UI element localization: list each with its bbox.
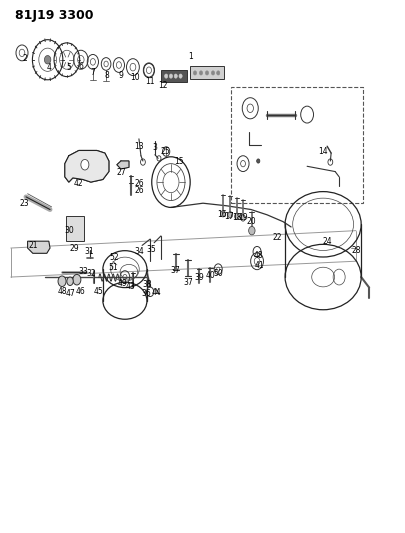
Circle shape — [193, 71, 196, 75]
Circle shape — [234, 213, 239, 220]
Text: 33: 33 — [79, 267, 88, 276]
Polygon shape — [117, 161, 129, 169]
Text: 81J19 3300: 81J19 3300 — [15, 10, 93, 22]
Text: 49: 49 — [117, 279, 127, 288]
Circle shape — [67, 277, 73, 286]
Text: 48: 48 — [253, 252, 262, 261]
Circle shape — [44, 55, 51, 64]
Text: 29: 29 — [69, 244, 79, 253]
Bar — [66, 216, 84, 241]
Circle shape — [72, 274, 81, 285]
Text: 36: 36 — [141, 289, 151, 298]
Text: 46: 46 — [76, 287, 85, 296]
Circle shape — [81, 159, 89, 170]
Polygon shape — [65, 150, 109, 182]
Text: 20: 20 — [246, 217, 255, 226]
Text: 47: 47 — [66, 289, 76, 298]
Text: 6: 6 — [78, 62, 83, 70]
Circle shape — [174, 74, 177, 78]
Text: 17: 17 — [224, 212, 233, 221]
Circle shape — [248, 227, 254, 235]
Text: 41: 41 — [254, 261, 263, 270]
Text: 14: 14 — [318, 147, 327, 156]
Circle shape — [199, 71, 202, 75]
Text: 9: 9 — [118, 71, 123, 80]
Text: 11: 11 — [145, 77, 155, 86]
Circle shape — [216, 71, 219, 75]
Text: 16: 16 — [217, 211, 226, 219]
Text: 45: 45 — [94, 287, 104, 296]
Text: 21: 21 — [28, 241, 38, 250]
Bar — [190, 66, 224, 79]
Text: 31: 31 — [84, 247, 94, 256]
Text: 23: 23 — [20, 199, 30, 208]
Text: 35: 35 — [147, 245, 156, 254]
Circle shape — [169, 74, 172, 78]
Text: 5: 5 — [66, 62, 71, 71]
Text: 32: 32 — [87, 269, 96, 278]
Polygon shape — [28, 241, 50, 253]
Bar — [160, 70, 187, 82]
Text: 12: 12 — [158, 81, 167, 90]
Text: 50: 50 — [213, 269, 222, 278]
Text: 15: 15 — [174, 157, 183, 166]
Text: 10: 10 — [130, 73, 139, 82]
Text: 39: 39 — [194, 272, 203, 281]
Text: 26: 26 — [134, 185, 144, 195]
Text: 19: 19 — [238, 214, 247, 222]
Text: 51: 51 — [108, 263, 117, 272]
Text: 38: 38 — [142, 280, 151, 289]
Text: 44: 44 — [152, 288, 162, 297]
Text: 34: 34 — [134, 247, 143, 256]
Circle shape — [164, 74, 167, 78]
Text: 3: 3 — [152, 143, 157, 152]
Text: 24: 24 — [322, 237, 331, 246]
Circle shape — [179, 74, 182, 78]
Circle shape — [211, 71, 214, 75]
Text: 4: 4 — [46, 62, 51, 71]
Text: 2: 2 — [22, 54, 27, 63]
Text: 18: 18 — [232, 213, 241, 222]
Text: 28: 28 — [350, 246, 360, 255]
Text: 27: 27 — [116, 168, 126, 177]
Text: 8: 8 — [104, 71, 109, 80]
Circle shape — [58, 276, 66, 287]
Text: 25: 25 — [160, 147, 169, 156]
Text: 37: 37 — [171, 266, 180, 275]
Text: 30: 30 — [64, 226, 74, 235]
Circle shape — [205, 71, 208, 75]
Text: 13: 13 — [134, 142, 143, 151]
Text: 1: 1 — [188, 52, 193, 61]
Text: 42: 42 — [74, 179, 83, 188]
Bar — [230, 87, 362, 203]
Circle shape — [240, 215, 245, 221]
Circle shape — [220, 211, 225, 217]
Text: 52: 52 — [109, 253, 119, 262]
Text: 43: 43 — [126, 282, 135, 291]
Text: 7: 7 — [90, 68, 95, 77]
Text: 40: 40 — [205, 271, 215, 280]
Text: 22: 22 — [272, 233, 281, 242]
Circle shape — [227, 212, 232, 218]
Text: 26: 26 — [134, 179, 144, 188]
Text: 48: 48 — [57, 287, 67, 296]
Circle shape — [256, 159, 259, 163]
Text: 37: 37 — [183, 278, 192, 287]
